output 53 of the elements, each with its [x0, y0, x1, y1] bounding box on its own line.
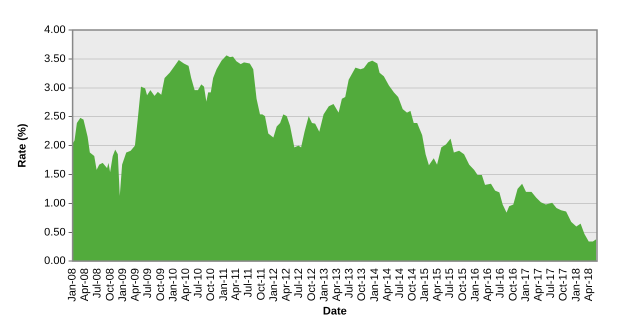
x-tick-label: Apr-11 — [230, 268, 242, 300]
x-tick-label: Jul-09 — [142, 268, 154, 298]
y-tick-label: 2.00 — [44, 140, 66, 152]
x-tick-label: Apr-14 — [381, 268, 394, 302]
x-axis-title: Date — [322, 305, 347, 318]
x-tick-label: Apr-17 — [532, 268, 544, 302]
x-tick-label: Oct-16 — [507, 268, 520, 302]
x-tick-label: Jul-17 — [544, 268, 557, 298]
y-tick-label: 3.00 — [44, 82, 66, 94]
x-tick-label: Jan-13 — [318, 268, 331, 302]
x-tick-label: Oct-10 — [205, 268, 218, 302]
x-tick-label: Jul-14 — [394, 268, 406, 298]
x-tick-label: Jan-11 — [218, 268, 230, 301]
x-tick-label: Oct-14 — [406, 268, 419, 302]
x-tick-label: Jul-10 — [192, 268, 204, 298]
x-tick-label: Jul-13 — [344, 268, 356, 298]
y-tick-label: 1.50 — [44, 168, 66, 181]
x-tick-label: Apr-16 — [482, 268, 494, 302]
x-tick-label: Jan-16 — [470, 268, 482, 302]
y-tick-label: 3.50 — [44, 52, 66, 65]
x-tick-label: Oct-17 — [558, 268, 570, 302]
x-tick-label: Oct-11 — [255, 268, 268, 300]
x-tick-label: Jan-08 — [66, 268, 79, 302]
x-tick-label: Jan-15 — [419, 268, 432, 302]
x-tick-label: Oct-13 — [356, 268, 368, 302]
x-tick-label: Oct-08 — [104, 268, 116, 302]
x-tick-label: Oct-09 — [154, 268, 167, 302]
x-tick-label: Apr-12 — [280, 268, 293, 302]
x-tick-label: Jan-10 — [167, 268, 180, 302]
x-tick-label: Apr-09 — [130, 268, 142, 302]
x-tick-label: Oct-15 — [456, 268, 469, 302]
x-tick-label: Jul-12 — [293, 268, 306, 298]
x-tick-label: Apr-10 — [180, 268, 192, 302]
y-tick-label: 1.00 — [44, 197, 66, 210]
y-tick-label: 2.50 — [44, 110, 66, 123]
y-tick-label: 0.50 — [44, 226, 66, 238]
x-tick-label: Apr-15 — [432, 268, 444, 302]
x-tick-label: Jul-11 — [242, 268, 255, 298]
x-tick-label: Apr-13 — [330, 268, 343, 302]
x-tick-label: Jul-15 — [444, 268, 456, 298]
x-tick-label: Jan-09 — [117, 268, 130, 302]
y-axis-title: Rate (%) — [16, 123, 29, 168]
x-tick-label: Jan-12 — [268, 268, 280, 302]
x-tick-label: Jan-14 — [368, 268, 381, 302]
x-tick-label: Apr-08 — [79, 268, 92, 302]
x-tick-label: Jul-08 — [92, 268, 104, 298]
y-tick-label: 4.00 — [44, 24, 66, 36]
x-tick-label: Apr-18 — [582, 268, 595, 302]
x-tick-label: Oct-12 — [306, 268, 318, 302]
x-tick-label: Jan-18 — [570, 268, 582, 302]
y-tick-label: 0.00 — [44, 255, 66, 268]
x-tick-label: Jan-17 — [520, 268, 532, 302]
x-tick-label: Jul-16 — [494, 268, 507, 298]
